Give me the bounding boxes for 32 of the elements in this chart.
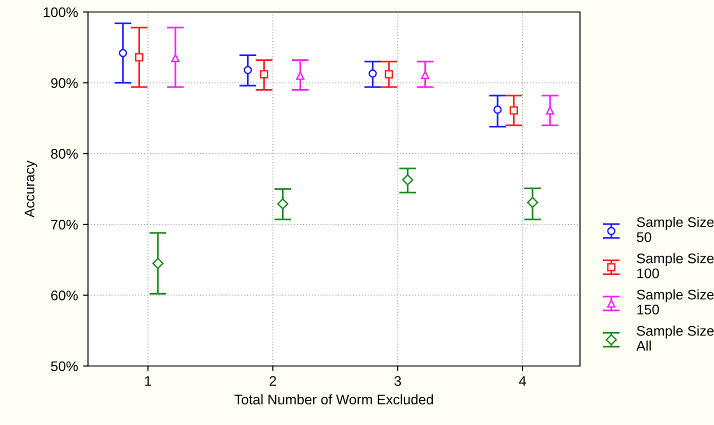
y-tick-label: 90% — [51, 78, 78, 88]
point — [244, 66, 252, 74]
point — [420, 70, 430, 80]
point — [402, 174, 414, 186]
point — [546, 106, 554, 115]
point — [493, 106, 502, 114]
x-tick-label: 1 — [145, 376, 152, 386]
point — [526, 196, 538, 208]
y-tick-label: 50% — [51, 361, 78, 372]
x-tick-label: 2 — [270, 376, 276, 386]
y-tick-label: 80% — [51, 148, 78, 159]
point — [171, 54, 180, 62]
point — [368, 69, 377, 78]
y-axis-title: Accuracy — [24, 160, 38, 218]
legend-label: Sample Size All — [636, 326, 714, 351]
point — [277, 198, 288, 210]
point — [296, 72, 304, 80]
legend-label: Sample Size 100 — [636, 253, 714, 278]
x-axis-title: Total Number of Worm Excluded — [234, 394, 433, 404]
legend-label: Sample Size 50 — [636, 216, 714, 242]
point — [260, 70, 268, 78]
y-tick-label: 60% — [51, 290, 78, 300]
point — [135, 53, 144, 62]
y-tick-label: 100% — [44, 7, 78, 18]
legend-label: Sample Size 150 — [636, 289, 714, 315]
x-tick-label: 3 — [394, 376, 401, 386]
x-tick-label: 4 — [519, 376, 526, 386]
point — [384, 70, 394, 78]
point — [510, 106, 518, 115]
y-tick-label: 70% — [51, 220, 78, 230]
point — [118, 48, 128, 58]
point — [152, 258, 164, 269]
